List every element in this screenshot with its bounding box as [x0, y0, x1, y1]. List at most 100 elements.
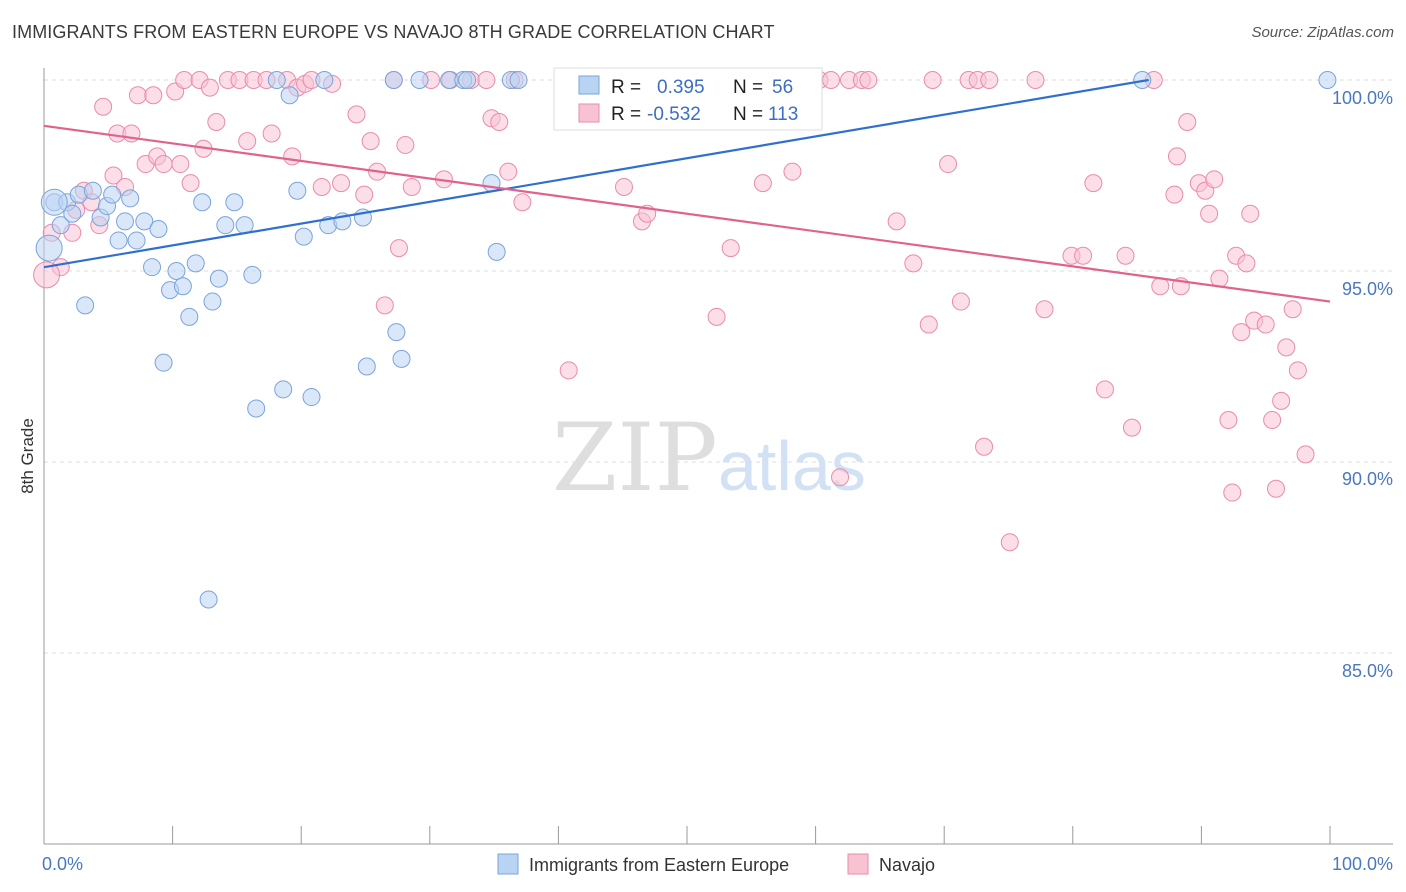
data-point[interactable] — [186, 254, 205, 273]
data-point[interactable] — [332, 174, 351, 193]
data-point[interactable] — [1205, 170, 1224, 189]
data-point[interactable] — [1266, 479, 1285, 498]
data-point[interactable] — [143, 258, 162, 277]
data-point[interactable] — [294, 227, 313, 246]
data-point[interactable] — [783, 162, 802, 181]
data-point[interactable] — [458, 71, 477, 89]
data-point[interactable] — [559, 361, 578, 380]
data-point[interactable] — [104, 166, 123, 185]
data-point[interactable] — [513, 193, 532, 212]
data-point[interactable] — [375, 296, 394, 315]
data-point[interactable] — [216, 216, 235, 235]
data-point[interactable] — [831, 468, 850, 487]
data-point[interactable] — [167, 262, 186, 280]
data-point[interactable] — [1095, 380, 1114, 399]
data-point[interactable] — [975, 437, 994, 456]
data-point-large[interactable] — [40, 188, 68, 216]
data-point[interactable] — [121, 189, 140, 208]
legend-pink-label[interactable]: Navajo — [879, 855, 935, 875]
data-point[interactable] — [1318, 71, 1337, 89]
data-point[interactable] — [980, 71, 999, 89]
data-point[interactable] — [392, 349, 411, 368]
data-point[interactable] — [144, 86, 163, 105]
data-point[interactable] — [1200, 204, 1219, 223]
data-point[interactable] — [76, 296, 95, 315]
data-point[interactable] — [1000, 533, 1019, 552]
data-point[interactable] — [51, 216, 70, 235]
data-point[interactable] — [389, 239, 408, 258]
data-point[interactable] — [175, 71, 194, 89]
data-point[interactable] — [243, 265, 262, 284]
data-point[interactable] — [904, 254, 923, 273]
data-point[interactable] — [238, 132, 257, 151]
data-point[interactable] — [387, 323, 406, 342]
data-point[interactable] — [116, 212, 135, 231]
data-point[interactable] — [1167, 147, 1186, 166]
data-point[interactable] — [396, 135, 415, 154]
data-point[interactable] — [939, 155, 958, 174]
data-point[interactable] — [173, 277, 192, 296]
data-point[interactable] — [200, 78, 219, 97]
data-point[interactable] — [149, 219, 168, 238]
data-point[interactable] — [614, 177, 633, 196]
data-point[interactable] — [283, 147, 302, 166]
data-point[interactable] — [357, 357, 376, 376]
data-point[interactable] — [1122, 418, 1141, 437]
data-point[interactable] — [154, 353, 173, 372]
data-point[interactable] — [1288, 361, 1307, 380]
data-point[interactable] — [919, 315, 938, 334]
data-point[interactable] — [1296, 445, 1315, 464]
data-point[interactable] — [203, 292, 222, 311]
data-point[interactable] — [410, 71, 429, 89]
data-point[interactable] — [1277, 338, 1296, 357]
data-point[interactable] — [94, 97, 113, 116]
data-point[interactable] — [1241, 204, 1260, 223]
data-point[interactable] — [1272, 391, 1291, 410]
legend-blue-label[interactable]: Immigrants from Eastern Europe — [529, 855, 789, 875]
data-point[interactable] — [859, 71, 878, 89]
data-point[interactable] — [1237, 254, 1256, 273]
data-point[interactable] — [482, 174, 501, 193]
data-point[interactable] — [1035, 300, 1054, 319]
data-point[interactable] — [1256, 315, 1275, 334]
data-point[interactable] — [490, 113, 509, 132]
data-point[interactable] — [171, 155, 190, 174]
data-point[interactable] — [302, 388, 321, 407]
data-point[interactable] — [127, 231, 146, 250]
data-point[interactable] — [199, 590, 218, 609]
data-point-large[interactable] — [35, 234, 63, 262]
data-point[interactable] — [267, 71, 286, 89]
data-point[interactable] — [63, 204, 82, 223]
data-point[interactable] — [1151, 277, 1170, 296]
data-point[interactable] — [207, 113, 226, 132]
data-point[interactable] — [274, 380, 293, 399]
data-point[interactable] — [499, 162, 518, 181]
data-point[interactable] — [135, 212, 154, 231]
data-point[interactable] — [347, 105, 366, 124]
data-point[interactable] — [822, 71, 841, 89]
data-point[interactable] — [721, 239, 740, 258]
legend-blue-swatch[interactable] — [497, 853, 519, 875]
data-point[interactable] — [1074, 246, 1093, 265]
data-point[interactable] — [1178, 113, 1197, 132]
data-point-large[interactable] — [33, 261, 61, 289]
data-point[interactable] — [477, 71, 496, 89]
data-point[interactable] — [951, 292, 970, 311]
data-point[interactable] — [707, 307, 726, 326]
data-point[interactable] — [384, 71, 403, 89]
data-point[interactable] — [1116, 246, 1135, 265]
data-point[interactable] — [753, 174, 772, 193]
data-point[interactable] — [1026, 71, 1045, 89]
data-point[interactable] — [247, 399, 266, 418]
data-point[interactable] — [180, 307, 199, 326]
data-point[interactable] — [1232, 323, 1251, 342]
data-point[interactable] — [209, 269, 228, 288]
data-point[interactable] — [509, 71, 528, 89]
data-point[interactable] — [154, 155, 173, 174]
data-point[interactable] — [109, 231, 128, 250]
data-point[interactable] — [361, 132, 380, 151]
data-point[interactable] — [181, 174, 200, 193]
data-point[interactable] — [923, 71, 942, 89]
data-point[interactable] — [355, 185, 374, 204]
data-point[interactable] — [225, 193, 244, 212]
